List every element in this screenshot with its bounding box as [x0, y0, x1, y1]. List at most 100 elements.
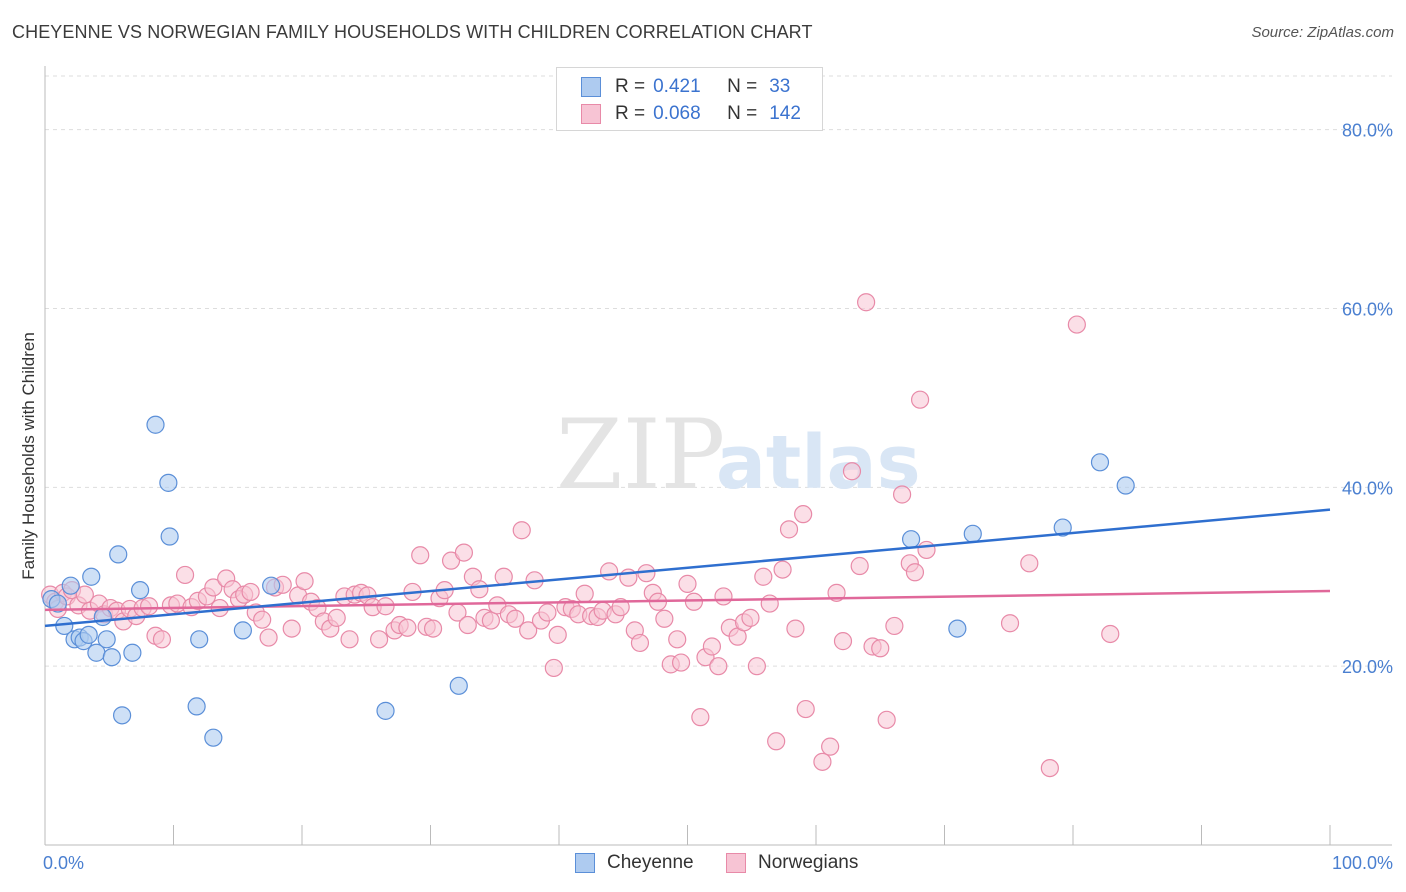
legend-row-norwegians: R = 0.068 N = 142	[581, 102, 801, 126]
norwegians-point	[481, 611, 500, 630]
norwegians-point	[892, 485, 912, 504]
r-value: 0.421	[653, 76, 701, 97]
norwegians-point	[668, 630, 687, 649]
cheyenne-point	[79, 625, 98, 644]
cheyenne-point	[187, 697, 206, 716]
cheyenne-point	[130, 581, 150, 600]
norwegians-point	[75, 585, 94, 604]
norwegians-point	[786, 619, 805, 638]
norwegians-point	[684, 592, 704, 611]
norwegians-point	[630, 633, 650, 653]
cheyenne-point	[1053, 518, 1072, 537]
cheyenne-point	[233, 621, 252, 640]
norwegians-point	[850, 556, 869, 576]
norwegians-point	[767, 732, 786, 751]
gridlines	[45, 75, 1392, 667]
watermark-zip: ZIP	[556, 399, 725, 511]
watermark: ZIP atlas	[556, 399, 921, 511]
norwegians-point	[506, 609, 525, 628]
x-tick-label: 0.0%	[43, 853, 84, 873]
series-legend: Cheyenne Norwegians	[0, 852, 1406, 878]
norwegians-point	[857, 293, 876, 312]
legend-label-cheyenne: Cheyenne	[607, 852, 694, 873]
cheyenne-point	[102, 648, 121, 667]
norwegians-point	[709, 657, 728, 676]
cheyenne-point	[146, 415, 165, 434]
norwegians-point	[678, 574, 697, 593]
norwegians-point	[600, 562, 619, 581]
cheyenne-point	[112, 706, 132, 725]
norwegians-point	[702, 637, 722, 656]
y-tick-labels: 20.0% 40.0% 60.0% 80.0%	[1342, 121, 1393, 678]
x-tick-labels: 0.0% 100.0%	[43, 853, 1393, 873]
n-value: 142	[769, 103, 801, 124]
norwegians-point	[760, 594, 779, 613]
axes	[44, 66, 1392, 846]
cheyenne-point	[376, 701, 395, 720]
norwegians-point	[282, 619, 301, 638]
y-tick-label: 20.0%	[1342, 657, 1393, 677]
source-label: Source: ZipAtlas.com	[1251, 24, 1394, 41]
norwegians-point	[454, 543, 474, 562]
norwegians-point	[204, 578, 223, 597]
norwegians-point	[877, 710, 896, 729]
r-label: R =	[615, 103, 646, 124]
norwegians-point	[747, 657, 766, 676]
cheyenne-point	[963, 524, 982, 543]
cheyenne-point	[1090, 453, 1110, 472]
legend-item-norwegians[interactable]: Norwegians	[726, 852, 858, 874]
norwegians-point	[1000, 614, 1020, 633]
cheyenne-point	[449, 676, 468, 695]
x-tick-label: 100.0%	[1332, 853, 1393, 873]
watermark-atlas: atlas	[716, 420, 921, 506]
cheyenne-point	[93, 607, 112, 627]
norwegians-point	[538, 603, 557, 622]
cheyenne-point	[1116, 476, 1135, 495]
cheyenne-point	[948, 619, 967, 638]
norwegians-point	[871, 639, 890, 658]
cheyenne-point	[123, 643, 142, 662]
cheyenne-point	[97, 630, 116, 649]
cheyenne-trend-line	[44, 508, 1331, 628]
norwegians-point	[655, 609, 674, 628]
norwegians-point	[714, 587, 733, 606]
norwegians-point	[905, 563, 925, 582]
norwegians-point	[470, 580, 489, 599]
norwegians-point	[241, 582, 260, 602]
norwegians-point	[1040, 758, 1059, 778]
cheyenne-point	[48, 594, 67, 613]
cheyenne-point	[190, 630, 209, 649]
norwegians-point	[794, 505, 813, 524]
norwegians-point	[671, 653, 691, 672]
y-tick-label: 40.0%	[1342, 478, 1393, 498]
legend-row-cheyenne: R = 0.421 N = 33	[581, 75, 790, 99]
cheyenne-point	[61, 576, 80, 595]
norwegians-point	[458, 615, 477, 635]
n-label: N =	[727, 76, 758, 97]
norwegians-point	[575, 584, 594, 603]
norwegians-point	[512, 521, 531, 540]
norwegians-point	[376, 597, 395, 616]
r-label: R =	[615, 76, 646, 97]
norwegians-point	[821, 737, 840, 756]
n-label: N =	[727, 103, 758, 124]
norwegians-point	[295, 572, 314, 591]
cheyenne-swatch	[581, 77, 601, 97]
cheyenne-point	[109, 545, 128, 564]
norwegians-point	[773, 560, 792, 579]
norwegians-point	[1020, 554, 1039, 573]
legend-item-cheyenne[interactable]: Cheyenne	[575, 852, 694, 874]
r-value: 0.068	[653, 103, 701, 124]
norwegians-point	[441, 551, 461, 570]
norwegians-point	[691, 708, 710, 727]
norwegians-point	[1101, 624, 1120, 644]
legend-label-norwegians: Norwegians	[758, 852, 859, 873]
norwegians-point	[340, 630, 359, 649]
cheyenne-swatch	[575, 853, 595, 873]
norwegians-point	[917, 540, 936, 560]
norwegians-point	[259, 628, 278, 647]
cheyenne-point	[901, 530, 921, 549]
norwegians-point	[833, 632, 853, 651]
norwegians-point	[411, 546, 430, 565]
